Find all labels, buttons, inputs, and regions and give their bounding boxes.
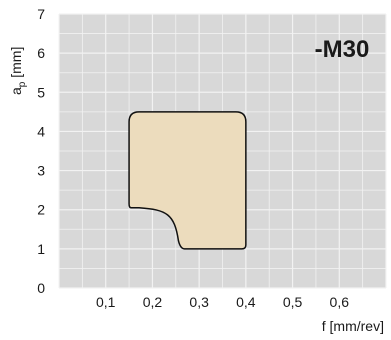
y-tick-label: 7 [37,6,45,22]
x-tick-label: 0,2 [143,294,163,310]
y-tick-label: 1 [37,241,45,257]
y-axis-label-sub: p [17,81,28,87]
feasible-region-area [128,111,247,250]
y-tick-label: 6 [37,45,45,61]
y-tick-label: 3 [37,163,45,179]
y-tick-label: 5 [37,84,45,100]
x-tick-label: 0,5 [283,294,303,310]
y-axis-label-main: a [8,87,24,95]
y-axis-ticks: 0 1 2 3 4 5 6 7 [37,6,45,296]
x-axis-label: f [mm/rev] [322,318,384,334]
x-tick-label: 0,6 [330,294,350,310]
x-tick-label: 0,3 [189,294,209,310]
chart-badge: -M30 [315,36,370,63]
y-axis-label-unit: [mm] [8,47,24,82]
x-axis-ticks: 0,1 0,2 0,3 0,4 0,5 0,6 [96,294,349,310]
y-tick-label: 4 [37,123,45,139]
y-axis-label: ap [mm] [8,47,28,95]
y-tick-label: 0 [37,280,45,296]
y-tick-label: 2 [37,202,45,218]
x-tick-label: 0,4 [236,294,256,310]
x-tick-label: 0,1 [96,294,116,310]
